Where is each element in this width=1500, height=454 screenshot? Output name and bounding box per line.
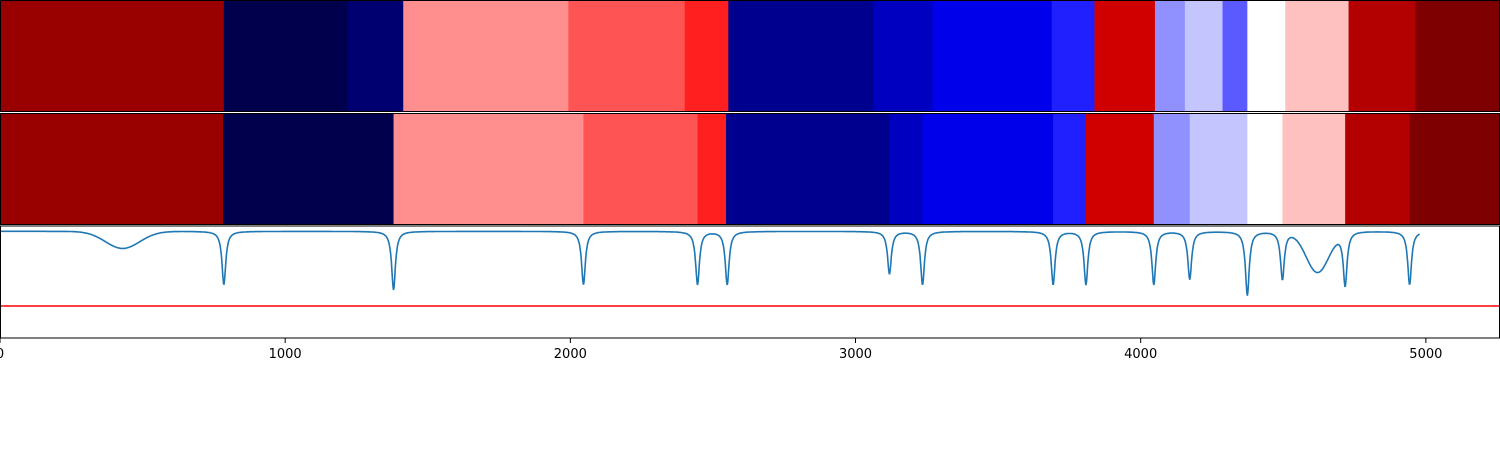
- x-tick-label-0: 0: [0, 347, 4, 362]
- heatmap-cell-t1-6: [889, 113, 924, 225]
- heatmap-cell-t0-0: [0, 0, 225, 112]
- signal-panel-bg: [0, 226, 1500, 338]
- x-tick-label-3: 3000: [839, 347, 872, 362]
- x-tick-label-1: 1000: [269, 347, 302, 362]
- heatmap-cell-t1-7: [922, 113, 1054, 225]
- heatmap-cell-t0-9: [1051, 0, 1096, 112]
- heatmap-cell-t0-17: [1415, 0, 1500, 112]
- heatmap-cell-t1-3: [583, 113, 699, 225]
- x-tick-label-2: 2000: [554, 347, 587, 362]
- signal-panel: [0, 225, 1500, 339]
- heatmap-track-bottom: [0, 113, 1500, 225]
- heatmap-cell-t1-0: [0, 113, 224, 225]
- heatmap-cell-t0-12: [1184, 0, 1224, 112]
- heatmap-track-top: [0, 0, 1500, 112]
- heatmap-cell-t1-11: [1189, 113, 1248, 225]
- heatmap-cell-t0-1: [223, 0, 348, 112]
- heatmap-cell-t1-1: [223, 113, 395, 225]
- heatmap-cell-t1-9: [1085, 113, 1155, 225]
- heatmap-cell-t0-4: [568, 0, 686, 112]
- heatmap-cell-t1-10: [1153, 113, 1191, 225]
- x-axis: 0 1000 2000 3000 4000 5000: [0, 338, 1442, 362]
- heatmap-cell-t1-8: [1053, 113, 1087, 225]
- heatmap-cell-t0-3: [403, 0, 569, 112]
- heatmap-cell-t1-4: [697, 113, 727, 225]
- heatmap-cell-t0-10: [1094, 0, 1156, 112]
- x-tick-label-5: 5000: [1409, 347, 1442, 362]
- heatmap-cell-t0-5: [684, 0, 729, 112]
- heatmap-cell-t0-6: [728, 0, 874, 112]
- heatmap-cell-t0-16: [1348, 0, 1417, 112]
- heatmap-cell-t1-5: [726, 113, 891, 225]
- heatmap-cell-t0-15: [1285, 0, 1350, 112]
- heatmap-cell-t1-15: [1409, 113, 1500, 225]
- heatmap-cell-t1-12: [1247, 113, 1284, 225]
- heatmap-cell-t1-2: [393, 113, 585, 225]
- heatmap-cell-t1-14: [1345, 113, 1411, 225]
- heatmap-cell-t0-2: [347, 0, 404, 112]
- heatmap-cell-t0-7: [873, 0, 934, 112]
- heatmap-cell-t0-11: [1154, 0, 1186, 112]
- heatmap-cell-t0-14: [1247, 0, 1286, 112]
- signal-line: [0, 230, 1420, 296]
- heatmap-cell-t0-13: [1222, 0, 1248, 112]
- x-tick-label-4: 4000: [1124, 347, 1157, 362]
- heatmap-cell-t0-8: [932, 0, 1053, 112]
- heatmap-cell-t1-13: [1282, 113, 1346, 225]
